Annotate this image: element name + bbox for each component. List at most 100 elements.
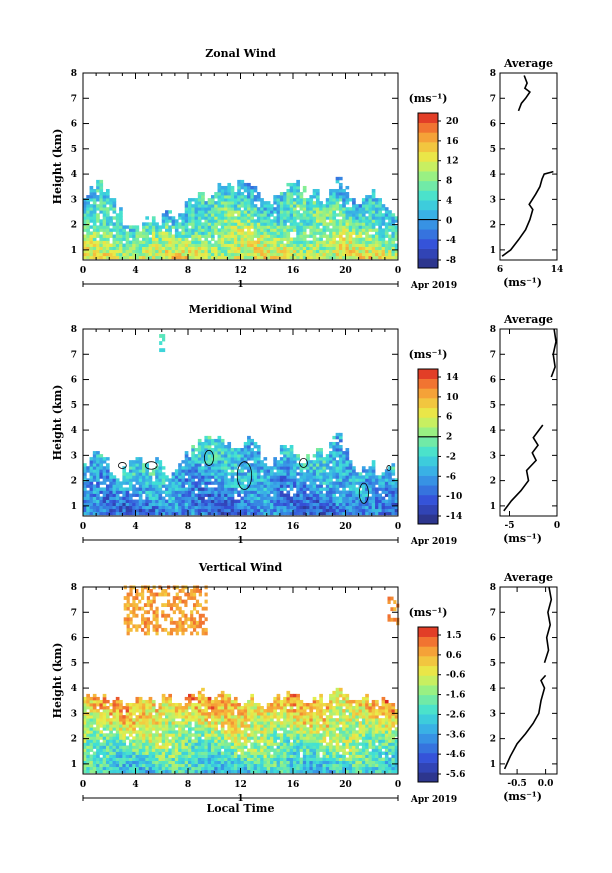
heatmap-cell <box>145 748 150 752</box>
heatmap-cell <box>122 706 127 710</box>
heatmap-cell <box>394 481 399 485</box>
heatmap-cell <box>270 469 274 473</box>
heatmap-cell <box>361 466 366 470</box>
heatmap-cell <box>335 198 340 202</box>
heatmap-cell <box>381 490 386 494</box>
heatmap-cell <box>168 769 172 774</box>
heatmap-cell <box>158 508 163 513</box>
heatmap-cell <box>99 496 104 500</box>
heatmap-cell <box>306 210 310 214</box>
heatmap-cell <box>227 213 232 217</box>
heatmap-cell <box>138 724 143 728</box>
heatmap-cell <box>312 188 317 193</box>
x-tick-label: 0 <box>80 522 86 532</box>
heatmap-cell <box>148 481 153 485</box>
heatmap-cell <box>276 502 281 507</box>
heatmap-cell <box>204 742 209 746</box>
heatmap-cell <box>243 188 248 193</box>
heatmap-cell <box>273 219 277 223</box>
heatmap-cell <box>165 511 169 516</box>
heatmap-cell <box>312 207 317 211</box>
heatmap-cell <box>184 751 189 755</box>
heatmap-cell <box>138 460 143 464</box>
heatmap-cell <box>207 742 212 746</box>
heatmap-cell <box>92 210 97 214</box>
colorbar-band <box>418 190 438 201</box>
heatmap-cell <box>128 766 133 771</box>
heatmap-cell <box>201 748 205 752</box>
heatmap-cell <box>348 222 353 226</box>
heatmap-cell <box>109 508 113 513</box>
heatmap-cell <box>378 234 382 238</box>
heatmap-cell <box>151 724 156 728</box>
heatmap-cell <box>273 222 277 226</box>
heatmap-cell <box>210 702 215 707</box>
heatmap-cell <box>335 435 340 440</box>
heatmap-cell <box>138 496 143 500</box>
heatmap-cell <box>365 207 369 211</box>
average-x-tick-label: 0 <box>554 521 560 531</box>
heatmap-cell <box>102 240 107 244</box>
heatmap-cell <box>204 204 209 208</box>
heatmap-cell <box>197 487 202 491</box>
heatmap-cell <box>168 240 172 244</box>
heatmap-cell <box>168 237 172 241</box>
heatmap-cell <box>161 754 166 758</box>
heatmap-cell <box>210 438 215 443</box>
average-title: Average <box>503 57 553 70</box>
heatmap-cell <box>132 718 136 722</box>
heatmap-cell <box>86 210 90 214</box>
heatmap-cell <box>247 204 251 208</box>
heatmap-cell <box>375 496 379 500</box>
heatmap-cell <box>132 487 136 491</box>
heatmap-cell <box>309 207 314 211</box>
heatmap-cell <box>309 478 314 482</box>
heatmap-cell <box>270 243 274 247</box>
heatmap-cell <box>165 240 169 244</box>
heatmap-cell <box>128 475 133 479</box>
heatmap-cell <box>217 742 222 746</box>
heatmap-cell <box>155 721 159 725</box>
heatmap-cell <box>256 234 261 238</box>
heatmap-cell <box>158 724 163 728</box>
heatmap-cell <box>210 454 215 458</box>
heatmap-cell <box>256 249 261 254</box>
heatmap-cell <box>250 246 255 251</box>
heatmap-cell <box>119 760 123 765</box>
heatmap-cell <box>161 234 166 238</box>
heatmap-cell <box>217 213 222 217</box>
heatmap-cell <box>365 493 369 497</box>
heatmap-cell <box>112 742 117 746</box>
heatmap-cell <box>119 511 123 516</box>
heatmap-cell <box>214 715 218 719</box>
heatmap-cell <box>148 484 153 488</box>
heatmap-cell <box>227 182 232 187</box>
heatmap-cell <box>135 751 140 755</box>
heatmap-cell <box>89 463 94 467</box>
heatmap-cell <box>250 188 255 193</box>
heatmap-cell <box>338 182 343 187</box>
heatmap-cell <box>224 499 228 503</box>
heatmap-cell <box>197 736 202 740</box>
heatmap-cell <box>155 730 159 734</box>
heatmap-cell <box>273 463 277 467</box>
heatmap-cell <box>332 198 337 202</box>
heatmap-cell <box>168 508 172 513</box>
heatmap-cell <box>158 712 163 716</box>
heatmap-cell <box>286 508 291 513</box>
heatmap-cell <box>165 706 169 710</box>
heatmap-cell <box>253 246 258 251</box>
heatmap-cell <box>306 472 310 476</box>
heatmap-cell <box>286 210 291 214</box>
heatmap-cell <box>217 454 222 458</box>
heatmap-cell <box>233 222 238 226</box>
heatmap-cell <box>237 219 241 223</box>
heatmap-cell <box>348 213 353 217</box>
heatmap-cell <box>329 188 333 193</box>
heatmap-cell <box>105 231 110 235</box>
heatmap-cell <box>329 210 333 214</box>
heatmap-cell <box>119 739 123 743</box>
heatmap-cell <box>299 499 304 503</box>
heatmap-cell <box>371 188 376 193</box>
heatmap-cell <box>394 487 399 491</box>
